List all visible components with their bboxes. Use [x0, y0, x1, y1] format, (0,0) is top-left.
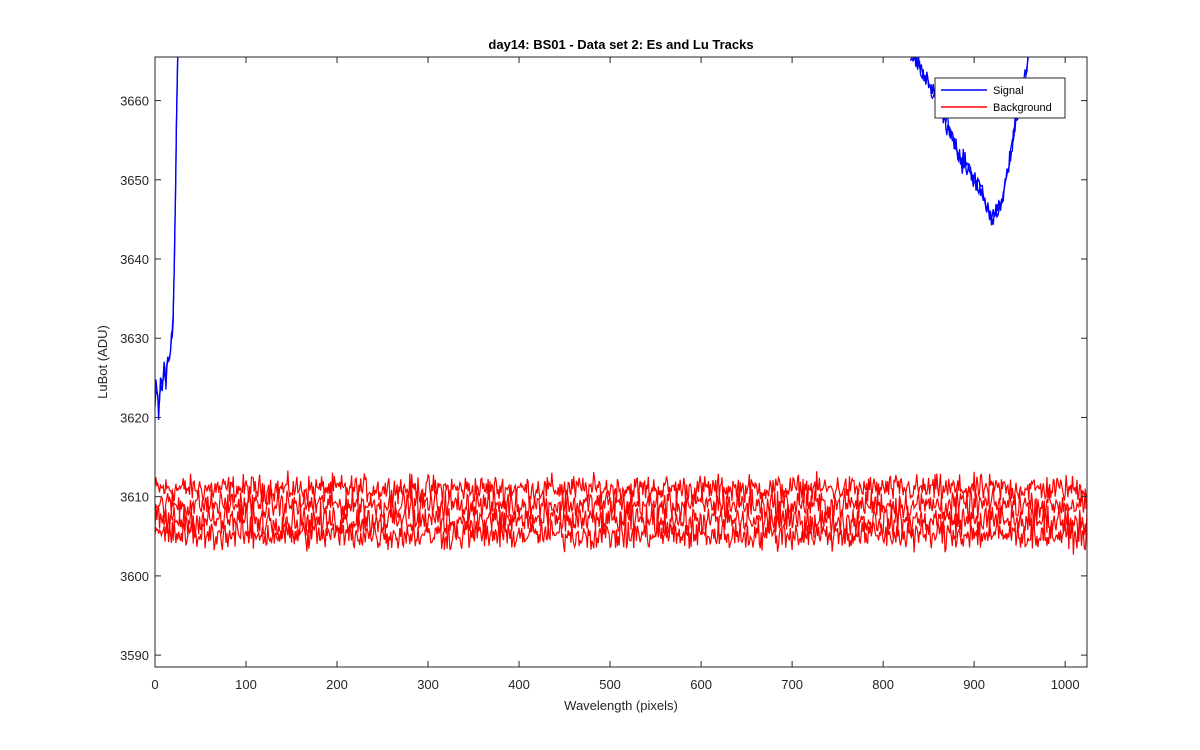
- chart-title: day14: BS01 - Data set 2: Es and Lu Trac…: [488, 37, 753, 52]
- x-tick-label: 0: [151, 677, 158, 692]
- background-track: [155, 486, 1087, 523]
- legend-box: [934, 77, 1066, 119]
- y-tick-label: 3630: [120, 331, 149, 346]
- x-tick-label: 500: [599, 677, 621, 692]
- x-tick-label: 400: [508, 677, 530, 692]
- y-tick-label: 3590: [120, 648, 149, 663]
- x-tick-label: 600: [690, 677, 712, 692]
- y-tick-label: 3660: [120, 94, 149, 109]
- axes-box: [154, 56, 1088, 668]
- x-tick-label: 300: [417, 677, 439, 692]
- x-axis-title: Wavelength (pixels): [564, 698, 678, 713]
- legend-label: Signal: [993, 85, 1024, 97]
- x-tick-label: 200: [326, 677, 348, 692]
- signal-trace: [912, 57, 1029, 226]
- y-axis: 3590 3600 3610 3620 3630 3640 3650 3660: [120, 94, 1087, 663]
- x-tick-label: 800: [872, 677, 894, 692]
- legend: Signal Background: [934, 77, 1066, 119]
- y-axis-title: LuBot (ADU): [95, 325, 110, 399]
- x-axis: 0 100 200 300 400 500 600 700 800 900 1000: [151, 57, 1080, 692]
- x-tick-label: 100: [235, 677, 257, 692]
- y-tick-label: 3610: [120, 490, 149, 505]
- x-tick-label: 900: [963, 677, 985, 692]
- legend-label: Background: [993, 102, 1052, 114]
- y-tick-label: 3650: [120, 173, 149, 188]
- y-tick-label: 3620: [120, 410, 149, 425]
- plot-area: [155, 57, 1087, 667]
- y-tick-label: 3600: [120, 569, 149, 584]
- background-track: [155, 514, 1087, 555]
- y-tick-label: 3640: [120, 252, 149, 267]
- x-tick-label: 1000: [1051, 677, 1080, 692]
- plot-series: [155, 57, 1087, 555]
- x-tick-label: 700: [781, 677, 803, 692]
- signal-trace: [155, 57, 179, 408]
